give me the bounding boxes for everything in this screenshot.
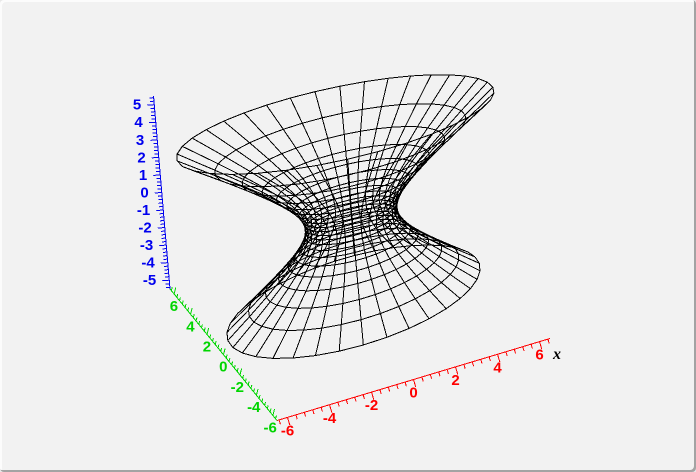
z-axis-tick-label: -2 [138, 220, 151, 237]
z-axis-ticks [147, 97, 170, 289]
x-axis-tick-label: -2 [365, 397, 378, 414]
z-axis-tick-label: -5 [143, 272, 156, 289]
y-axis-ticks [170, 287, 277, 419]
z-axis-line [153, 95, 171, 290]
y-axis-line [169, 288, 278, 421]
y-axis-tick-label: 0 [219, 359, 227, 376]
z-axis-tick-label: 3 [136, 132, 144, 149]
x-axis-tick-label: 0 [409, 385, 417, 402]
x-axis-tick-label: 4 [493, 359, 502, 376]
z-axis-tick-label: -3 [140, 237, 153, 254]
y-axis-tick-label: -4 [247, 399, 261, 416]
z-axis-tick-label: 0 [140, 184, 148, 201]
y-axis-tick-label: 2 [203, 339, 211, 356]
hyperboloid-wireframe [176, 74, 495, 359]
z-axis-tick-label: 4 [134, 114, 143, 131]
y-axis-tick-label: -6 [264, 419, 277, 436]
y-axis-tick-label: -2 [231, 379, 244, 396]
x-axis-tick-label: 6 [535, 347, 543, 364]
x-axis-tick-label: -4 [323, 410, 337, 427]
x-axis-tick-label: 2 [451, 372, 459, 389]
y-axis-tick-label: 4 [186, 318, 195, 335]
z-axis-tick-label: -4 [141, 255, 155, 272]
z-axis-tick-label: 5 [133, 97, 141, 114]
z-axis-tick-label: -1 [137, 202, 150, 219]
y-axis-tick-label: 6 [170, 298, 178, 315]
x-axis-ticks [278, 338, 550, 426]
x-axis-tick-label: -6 [281, 422, 294, 439]
z-axis-tick-label: 2 [137, 149, 145, 166]
x-axis-title: x [553, 346, 561, 363]
z-axis-tick-label: 1 [139, 167, 147, 184]
x-axis-line [276, 338, 551, 421]
